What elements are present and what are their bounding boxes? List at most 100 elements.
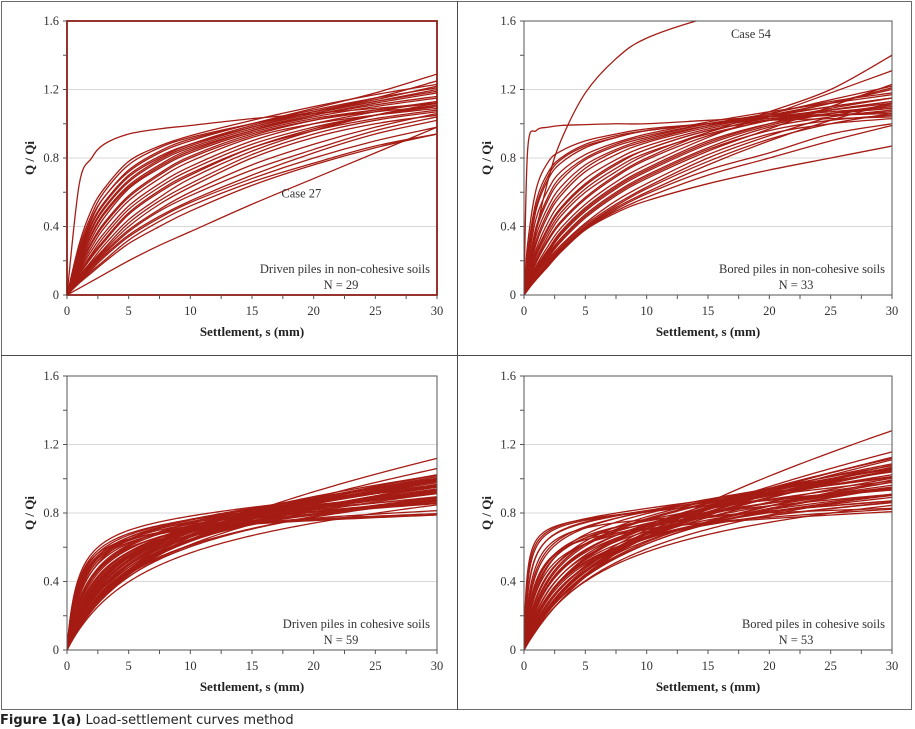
- dataset-annotation: Driven piles in non-cohesive soils: [260, 262, 430, 276]
- load-settlement-curve: [67, 476, 437, 650]
- x-tick-label: 25: [369, 659, 382, 673]
- x-tick-label: 5: [582, 304, 588, 318]
- sample-count: N = 33: [779, 278, 814, 292]
- y-tick-label: 0.4: [43, 575, 59, 589]
- curves-group: [524, 21, 892, 295]
- x-tick-label: 5: [126, 659, 132, 673]
- load-settlement-curve: [524, 430, 892, 650]
- y-tick-label: 1.6: [43, 14, 59, 28]
- load-settlement-curve-c2: [67, 83, 437, 295]
- x-tick-label: 10: [184, 659, 197, 673]
- chart-driven-non-cohesive: 0 0.4 0.8 1.2 1.6 0 5 10 15 20 25 30 Settlement, s (…: [22, 14, 444, 339]
- curves-group: [524, 430, 892, 650]
- x-tick-label: 5: [126, 304, 132, 318]
- load-settlement-curve-b28: [524, 102, 892, 295]
- panel-divider-horizontal: [1, 355, 912, 356]
- load-settlement-curve-b16: [524, 117, 892, 295]
- load-settlement-curve-c26: [67, 109, 437, 295]
- load-settlement-curve-b29: [524, 124, 892, 295]
- x-tick-label: 20: [763, 659, 776, 673]
- dataset-annotation: Bored piles in cohesive soils: [742, 617, 885, 631]
- x-tick-label: 0: [521, 659, 527, 673]
- load-settlement-curve-b32: [524, 97, 892, 295]
- caption-text: Load-settlement curves method: [85, 713, 294, 728]
- load-settlement-curve: [67, 479, 437, 650]
- x-tick-label: 0: [521, 304, 527, 318]
- load-settlement-curve-c14: [67, 102, 437, 295]
- x-tick-label: 0: [64, 659, 70, 673]
- load-settlement-curve-b25: [524, 54, 892, 295]
- load-settlement-curve-c11: [67, 100, 437, 295]
- y-axis-title: Q / Qi: [479, 141, 494, 175]
- chart-bored-cohesive: 0 0.4 0.8 1.2 1.6 0 5 10 15 20 25 30 Settlement, s (…: [479, 369, 899, 694]
- x-axis-title: Settlement, s (mm): [656, 324, 760, 339]
- y-tick-label: 0: [53, 288, 59, 302]
- x-tick-label: 0: [64, 304, 70, 318]
- load-settlement-curve-b27: [524, 114, 892, 295]
- load-settlement-curve-b6: [524, 88, 892, 295]
- y-tick-label: 1.2: [43, 83, 59, 97]
- figure-caption: Figure 1(a) Load-settlement curves metho…: [0, 713, 294, 728]
- y-tick-label: 0: [53, 643, 59, 657]
- x-tick-label: 15: [702, 659, 715, 673]
- x-axis-title: Settlement, s (mm): [200, 324, 304, 339]
- load-settlement-curve-c5: [67, 88, 437, 295]
- x-tick-label: 30: [431, 304, 444, 318]
- dataset-annotation: Bored piles in non-cohesive soils: [719, 262, 885, 276]
- y-tick-label: 1.2: [500, 438, 516, 452]
- load-settlement-curve: [524, 507, 892, 650]
- caption-label: Figure 1(a): [0, 713, 82, 728]
- load-settlement-curve-b26: [524, 100, 892, 295]
- x-tick-label: 30: [886, 659, 899, 673]
- x-tick-label: 20: [307, 659, 320, 673]
- x-axis-title: Settlement, s (mm): [656, 679, 760, 694]
- load-settlement-curve-c27: [67, 112, 437, 295]
- x-tick-label: 25: [369, 304, 382, 318]
- y-tick-label: 1.6: [500, 14, 516, 28]
- y-tick-label: 0.4: [43, 220, 59, 234]
- load-settlement-curve-c22: [67, 126, 437, 295]
- chart-driven-cohesive: 0 0.4 0.8 1.2 1.6 0 5 10 15 20 25 30 Settlement, s (…: [22, 369, 444, 694]
- load-settlement-curve-c15: [67, 111, 437, 295]
- sample-count: N = 29: [324, 278, 359, 292]
- load-settlement-curve-c13: [67, 104, 437, 295]
- y-tick-label: 0.8: [43, 506, 59, 520]
- load-settlement-curve-b22: [524, 93, 892, 295]
- x-tick-label: 30: [431, 659, 444, 673]
- x-tick-label: 20: [763, 304, 776, 318]
- y-tick-label: 0: [510, 288, 516, 302]
- load-settlement-curve-c8: [67, 102, 437, 295]
- x-tick-label: 20: [307, 304, 320, 318]
- curves-group: [67, 73, 437, 295]
- case-label: Case 54: [731, 27, 772, 41]
- x-tick-label: 15: [702, 304, 715, 318]
- y-tick-label: 1.2: [500, 83, 516, 97]
- load-settlement-curve-c25: [67, 100, 437, 295]
- load-settlement-curve-b21: [524, 102, 892, 295]
- load-settlement-curve-c20: [67, 133, 437, 295]
- load-settlement-curve-c28: [67, 95, 437, 295]
- load-settlement-curve: [524, 463, 892, 650]
- y-tick-label: 1.6: [500, 369, 516, 383]
- y-tick-label: 1.2: [43, 438, 59, 452]
- x-tick-label: 30: [886, 304, 899, 318]
- sample-count: N = 59: [324, 633, 359, 647]
- load-settlement-curve: [67, 457, 437, 650]
- x-tick-label: 5: [582, 659, 588, 673]
- x-tick-label: 15: [246, 659, 259, 673]
- load-settlement-curve-b31: [524, 85, 892, 295]
- y-tick-label: 0.4: [500, 575, 516, 589]
- y-axis-title: Q / Qi: [22, 496, 37, 530]
- load-settlement-curve-c12: [67, 105, 437, 295]
- load-settlement-curve-b30: [524, 107, 892, 295]
- load-settlement-curve: [524, 493, 892, 650]
- y-tick-label: 1.6: [43, 369, 59, 383]
- x-tick-label: 15: [246, 304, 259, 318]
- load-settlement-curve-c7: [67, 97, 437, 295]
- load-settlement-curve-c29: [67, 85, 437, 295]
- y-tick-label: 0.4: [500, 220, 516, 234]
- x-tick-label: 10: [640, 304, 653, 318]
- load-settlement-curve-c23: [67, 87, 437, 295]
- y-tick-label: 0: [510, 643, 516, 657]
- x-tick-label: 25: [824, 659, 837, 673]
